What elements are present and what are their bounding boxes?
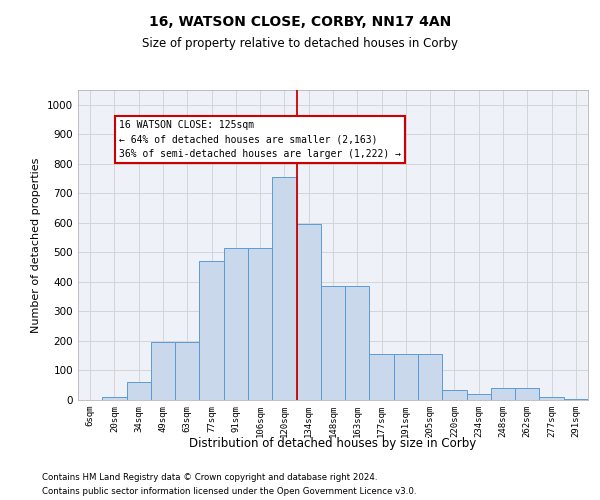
Text: 16, WATSON CLOSE, CORBY, NN17 4AN: 16, WATSON CLOSE, CORBY, NN17 4AN	[149, 15, 451, 29]
Bar	[345, 286, 370, 400]
Bar	[175, 342, 199, 400]
Bar	[224, 248, 248, 400]
Text: Distribution of detached houses by size in Corby: Distribution of detached houses by size …	[190, 438, 476, 450]
Bar	[321, 286, 345, 400]
Bar	[564, 398, 588, 400]
Bar	[296, 224, 321, 400]
Bar	[370, 354, 394, 400]
Y-axis label: Number of detached properties: Number of detached properties	[31, 158, 41, 332]
Text: Contains public sector information licensed under the Open Government Licence v3: Contains public sector information licen…	[42, 488, 416, 496]
Bar	[199, 261, 224, 400]
Bar	[539, 397, 564, 400]
Bar	[515, 388, 539, 400]
Bar	[491, 388, 515, 400]
Text: Size of property relative to detached houses in Corby: Size of property relative to detached ho…	[142, 38, 458, 51]
Bar	[394, 354, 418, 400]
Bar	[102, 397, 127, 400]
Bar	[442, 390, 467, 400]
Bar	[248, 248, 272, 400]
Bar	[467, 394, 491, 400]
Text: Contains HM Land Registry data © Crown copyright and database right 2024.: Contains HM Land Registry data © Crown c…	[42, 472, 377, 482]
Bar	[127, 382, 151, 400]
Bar	[151, 342, 175, 400]
Bar	[418, 354, 442, 400]
Text: 16 WATSON CLOSE: 125sqm
← 64% of detached houses are smaller (2,163)
36% of semi: 16 WATSON CLOSE: 125sqm ← 64% of detache…	[119, 120, 401, 159]
Bar	[272, 177, 296, 400]
